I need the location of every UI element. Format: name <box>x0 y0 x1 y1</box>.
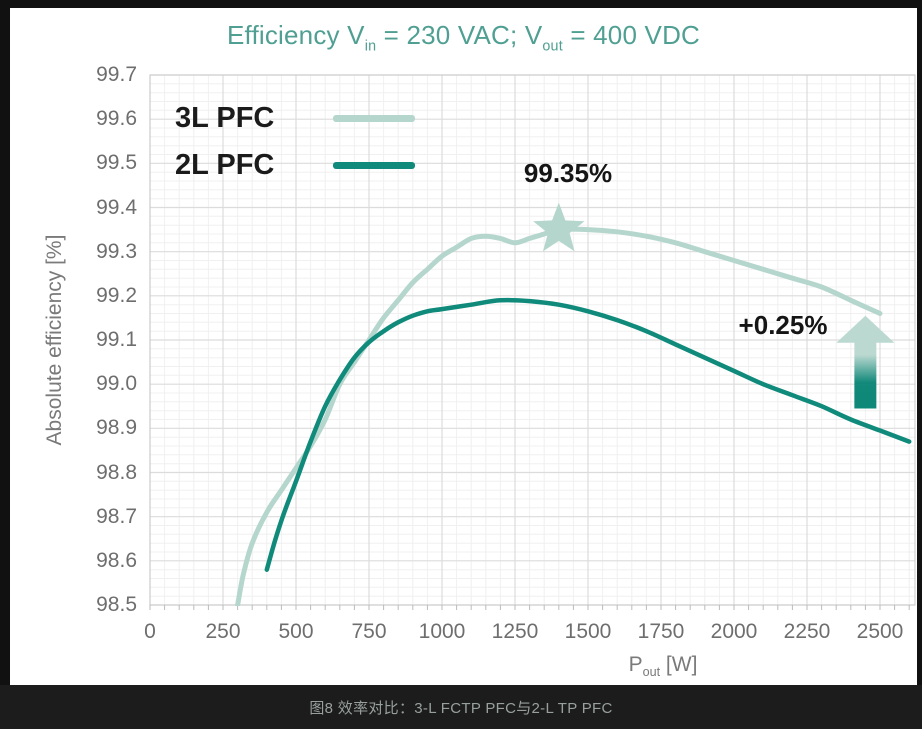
y-tick-label: 99.5 <box>96 151 137 175</box>
y-tick-label: 98.7 <box>96 504 137 528</box>
x-axis-title: Pout [W] <box>628 653 698 680</box>
x-tick-label: 0 <box>144 620 156 643</box>
x-tick-label: 2000 <box>710 620 758 643</box>
y-tick-label: 98.9 <box>96 416 137 440</box>
peak-star-marker <box>533 202 585 252</box>
x-tick-label: 1500 <box>564 620 612 643</box>
y-tick-label: 99.4 <box>96 195 137 219</box>
x-tick-label: 2500 <box>856 620 904 643</box>
x-tick-label: 500 <box>278 620 314 643</box>
y-tick-label: 98.5 <box>96 593 137 616</box>
axis-tick-marks <box>149 605 910 610</box>
y-axis-title: Absolute efficiency [%] <box>43 234 66 446</box>
x-tick-label: 250 <box>205 620 241 643</box>
x-tick-label: 1000 <box>418 620 466 643</box>
legend-swatch-2l-pfc <box>333 161 415 169</box>
y-tick-label: 99.6 <box>96 107 137 131</box>
plot-border <box>149 74 916 606</box>
y-tick-label: 99.3 <box>96 239 137 263</box>
x-tick-label: 1750 <box>637 620 685 643</box>
y-tick-label: 98.6 <box>96 548 137 572</box>
x-tick-label: 750 <box>351 620 387 643</box>
efficiency-gain-annotation: +0.25% <box>738 310 828 340</box>
legend-label-2l-pfc: 2L PFC <box>175 148 275 181</box>
efficiency-chart: Efficiency Vin = 230 VAC; Vout = 400 VDC… <box>10 8 917 685</box>
gain-up-arrow-icon <box>836 315 895 409</box>
legend-item-2l-pfc: 2L PFC <box>175 147 415 183</box>
y-tick-label: 99.7 <box>96 63 137 86</box>
legend-label-3l-pfc: 3L PFC <box>175 101 275 134</box>
plot-canvas <box>149 74 916 610</box>
grid-major-lines <box>149 74 915 606</box>
y-tick-label: 99.1 <box>96 328 137 351</box>
y-tick-label: 98.8 <box>96 460 137 484</box>
x-tick-label: 1250 <box>491 620 539 643</box>
y-tick-label: 99.0 <box>96 372 137 396</box>
x-tick-label: 2250 <box>783 620 831 643</box>
legend-item-3l-pfc: 3L PFC <box>175 100 415 136</box>
chart-title: Efficiency Vin = 230 VAC; Vout = 400 VDC <box>226 20 701 55</box>
figure-caption: 图8 效率对比：3-L FCTP PFC与2-L TP PFC <box>0 685 922 729</box>
peak-efficiency-annotation: 99.35% <box>523 158 613 188</box>
y-tick-label: 99.2 <box>96 283 137 307</box>
legend-swatch-3l-pfc <box>333 114 415 122</box>
series-2l-pfc-curve <box>264 297 912 572</box>
